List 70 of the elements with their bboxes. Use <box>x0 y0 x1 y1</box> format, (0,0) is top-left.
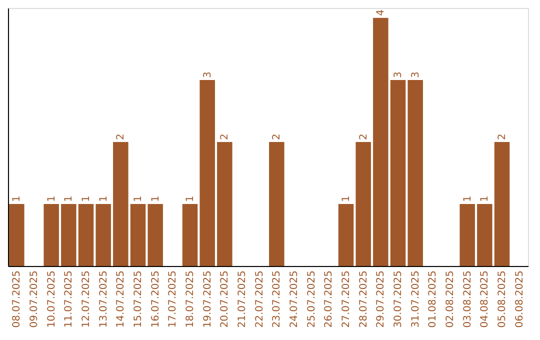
data-label: 1 <box>150 196 162 202</box>
data-label: 1 <box>64 196 75 202</box>
bar <box>130 204 146 266</box>
data-label: 3 <box>410 72 422 78</box>
bar <box>373 18 388 266</box>
bar <box>78 204 94 266</box>
bar <box>182 204 198 266</box>
x-tick-label: 19.07.2025 <box>202 270 214 328</box>
x-tick-label: 24.07.2025 <box>289 270 300 328</box>
x-tick-label: 04.08.2025 <box>480 270 491 328</box>
x-tick-label: 27.07.2025 <box>341 270 352 328</box>
data-label: 1 <box>480 196 491 202</box>
data-label: 1 <box>46 196 58 202</box>
bar <box>148 204 163 266</box>
x-tick-label: 06.08.2025 <box>514 270 526 328</box>
bar <box>269 142 284 266</box>
data-label: 1 <box>98 196 110 202</box>
bar <box>338 204 354 266</box>
bar <box>477 204 492 266</box>
bar <box>61 204 76 266</box>
x-tick-label: 10.07.2025 <box>46 270 58 328</box>
data-label: 2 <box>116 134 127 140</box>
x-tick-label: 30.07.2025 <box>393 270 404 328</box>
bar <box>408 80 423 266</box>
data-label: 2 <box>220 134 231 140</box>
x-tick-label: 17.07.2025 <box>168 270 179 328</box>
x-tick-label: 08.07.2025 <box>12 270 23 328</box>
data-label: 1 <box>133 196 144 202</box>
bar <box>356 142 371 266</box>
bar <box>9 204 24 266</box>
x-tick-label: 09.07.2025 <box>29 270 40 328</box>
data-label: 3 <box>393 72 404 78</box>
bar <box>460 204 475 266</box>
data-label: 1 <box>81 196 92 202</box>
x-tick-label: 03.08.2025 <box>462 270 474 328</box>
data-label: 4 <box>376 10 387 16</box>
bar <box>96 204 111 266</box>
x-tick-label: 15.07.2025 <box>133 270 144 328</box>
x-tick-label: 11.07.2025 <box>64 270 75 328</box>
x-tick-label: 29.07.2025 <box>376 270 387 328</box>
x-tick-label: 26.07.2025 <box>324 270 335 328</box>
bar <box>113 142 128 266</box>
data-label: 2 <box>358 134 370 140</box>
x-tick-label: 13.07.2025 <box>98 270 110 328</box>
bar <box>390 80 406 266</box>
x-tick-label: 25.07.2025 <box>306 270 318 328</box>
x-tick-label: 21.07.2025 <box>237 270 248 328</box>
bar <box>44 204 59 266</box>
x-tick-label: 01.08.2025 <box>428 270 439 328</box>
x-tick-label: 23.07.2025 <box>272 270 283 328</box>
data-label: 1 <box>185 196 196 202</box>
data-label: 1 <box>341 196 352 202</box>
data-label: 1 <box>12 196 23 202</box>
x-tick-label: 12.07.2025 <box>81 270 92 328</box>
x-tick-label: 02.08.2025 <box>445 270 456 328</box>
x-tick-label: 20.07.2025 <box>220 270 231 328</box>
x-tick-label: 14.07.2025 <box>116 270 127 328</box>
bar <box>200 80 215 266</box>
data-label: 3 <box>202 72 214 78</box>
data-label: 2 <box>497 134 508 140</box>
x-tick-label: 05.08.2025 <box>497 270 508 328</box>
x-tick-label: 31.07.2025 <box>410 270 422 328</box>
data-label: 1 <box>462 196 474 202</box>
x-tick-label: 16.07.2025 <box>150 270 162 328</box>
x-tick-label: 22.07.2025 <box>254 270 266 328</box>
data-label: 2 <box>272 134 283 140</box>
x-tick-label: 28.07.2025 <box>358 270 370 328</box>
bar <box>217 142 232 266</box>
x-tick-label: 18.07.2025 <box>185 270 196 328</box>
bar <box>494 142 510 266</box>
